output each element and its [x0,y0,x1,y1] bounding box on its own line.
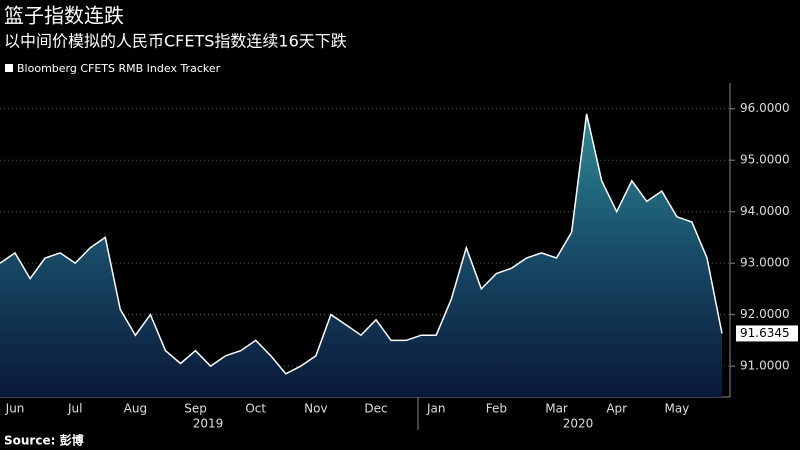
x-tick-label: Jan [426,402,446,416]
x-tick-label: Mar [545,402,568,416]
chart-subtitle: 以中间价模拟的人民币CFETS指数连续16天下跌 [4,32,347,51]
legend-swatch [5,64,13,72]
y-tick-label: 95.0000 [740,153,790,167]
area [0,113,722,398]
line [0,113,723,375]
legend-label: Bloomberg CFETS RMB Index Tracker [17,62,221,75]
x-tick-label: Jun [5,402,25,416]
last-value-label: 91.6345 [740,326,790,340]
y-tick-label: 92.0000 [740,307,790,321]
y-tick-label: 91.0000 [740,359,790,373]
last-value-box [736,325,798,342]
x-tick-label: Apr [606,402,627,416]
x-tick-label: Aug [124,402,147,416]
x-tick-label: Sep [184,402,207,416]
y-tick-label: 96.0000 [740,101,790,115]
chart-title: 篮子指数连跌 [4,4,124,28]
source: Source: 彭博 [4,433,84,448]
x-tick-label: Oct [245,402,266,416]
year-label: 2020 [563,417,594,431]
x-tick-label: Nov [304,402,327,416]
y-tick-label: 94.0000 [740,204,790,218]
y-tick-label: 93.0000 [740,256,790,270]
x-tick-label: May [664,402,689,416]
x-tick-label: Jul [67,402,82,416]
x-tick-label: Feb [486,402,507,416]
year-label: 2019 [193,417,224,431]
x-tick-label: Dec [364,402,387,416]
